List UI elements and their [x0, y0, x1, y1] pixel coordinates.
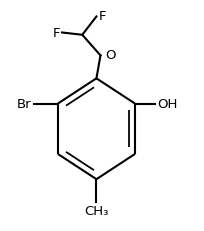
Text: OH: OH — [156, 98, 177, 111]
Text: F: F — [52, 27, 60, 40]
Text: O: O — [105, 49, 115, 61]
Text: CH₃: CH₃ — [84, 204, 108, 217]
Text: F: F — [98, 10, 105, 23]
Text: Br: Br — [17, 98, 31, 111]
